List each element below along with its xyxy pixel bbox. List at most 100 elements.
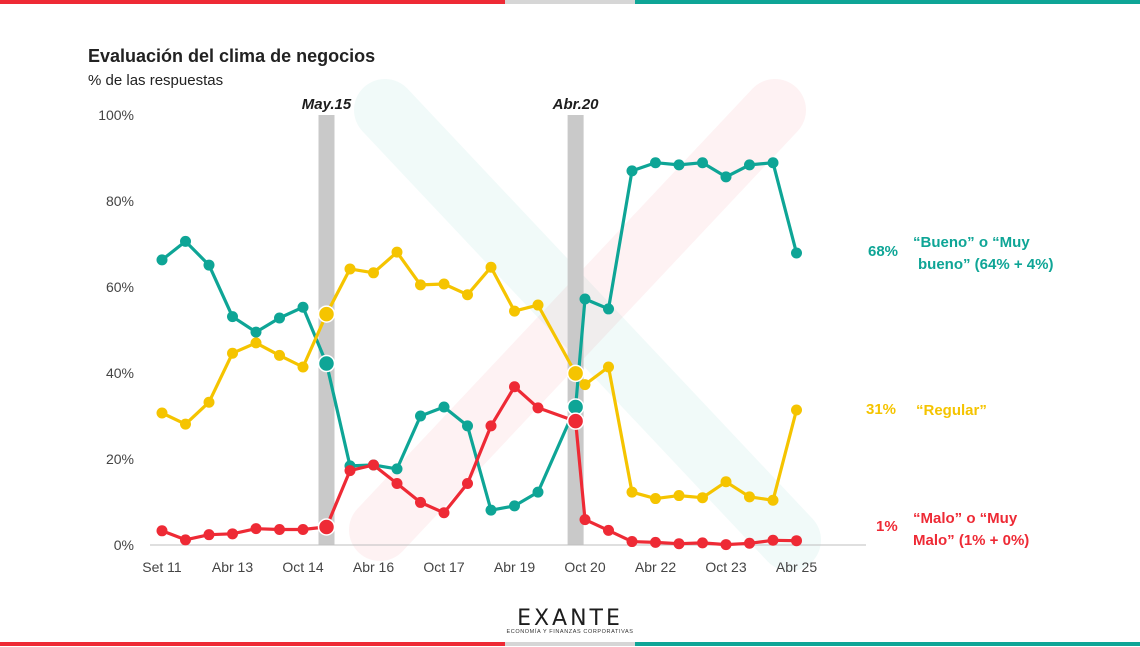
point-bueno xyxy=(791,247,802,259)
logo-name: EXANTE xyxy=(517,606,623,631)
annotation-regular-line1: “Regular” xyxy=(916,402,987,419)
point-malo xyxy=(767,534,779,546)
chart-subtitle: % de las respuestas xyxy=(88,72,224,89)
series-line-bueno xyxy=(161,161,799,512)
top-bar-teal xyxy=(635,0,1140,4)
annotation-bueno-line1: “Bueno” o “Muy xyxy=(913,234,1030,251)
point-malo xyxy=(368,459,379,471)
x-tick-label: Abr 25 xyxy=(776,559,817,575)
company-logo: EXANTE ECONOMÍA Y FINANZAS CORPORATIVAS xyxy=(505,606,635,635)
point-bueno xyxy=(720,171,732,183)
point-malo xyxy=(297,524,309,536)
point-regular xyxy=(344,263,356,275)
point-malo xyxy=(274,524,285,536)
point-malo xyxy=(180,534,191,546)
point-bueno xyxy=(603,303,614,315)
x-tick-label: Oct 23 xyxy=(705,559,746,575)
point-bueno xyxy=(227,311,238,323)
point-bueno xyxy=(650,157,661,169)
point-malo xyxy=(391,478,403,490)
point-malo xyxy=(697,537,708,549)
point-bueno xyxy=(697,157,708,169)
point-malo xyxy=(579,514,591,526)
point-bueno xyxy=(203,259,215,271)
point-malo xyxy=(626,536,638,548)
point-regular xyxy=(438,278,450,290)
point-malo xyxy=(673,538,685,550)
annotation-regular-value: 31% xyxy=(866,401,897,418)
point-regular xyxy=(579,379,591,391)
point-bueno xyxy=(180,235,191,247)
point-malo xyxy=(415,496,426,508)
point-malo xyxy=(438,507,450,519)
event-label-0: May.15 xyxy=(302,96,352,113)
event-label-1: Abr.20 xyxy=(552,96,600,113)
x-tick-label: Abr 16 xyxy=(353,559,394,575)
point-regular xyxy=(156,407,168,419)
point-bueno xyxy=(156,254,168,266)
annotation-malo-line2: Malo” (1% + 0%) xyxy=(913,532,1030,549)
series-line-regular xyxy=(161,250,799,502)
annotation-bueno-line2: bueno” (64% + 4%) xyxy=(918,256,1054,273)
point-bueno xyxy=(509,500,520,512)
x-tick-label: Set 11 xyxy=(142,559,182,575)
point-regular xyxy=(297,361,309,373)
point-regular xyxy=(317,305,336,323)
point-malo xyxy=(227,528,238,540)
y-tick-label: 40% xyxy=(106,365,134,381)
point-bueno xyxy=(415,410,426,422)
bottom-bar-red xyxy=(0,642,505,646)
point-bueno xyxy=(391,463,403,475)
y-tick-label: 80% xyxy=(106,193,134,209)
point-regular xyxy=(180,418,191,430)
point-malo xyxy=(603,524,614,536)
bottom-bar-grey xyxy=(505,642,635,646)
point-bueno xyxy=(485,504,497,516)
watermark-stroke-teal xyxy=(354,79,821,571)
point-malo xyxy=(509,381,520,393)
x-tick-label: Oct 14 xyxy=(282,559,323,575)
point-malo xyxy=(462,478,473,490)
series-lines xyxy=(161,161,799,547)
top-bar-red xyxy=(0,0,505,4)
x-tick-label: Oct 17 xyxy=(423,559,464,575)
point-malo xyxy=(344,465,356,477)
point-regular xyxy=(250,337,262,349)
point-regular xyxy=(626,486,638,498)
y-tick-label: 0% xyxy=(114,537,134,553)
series-line-malo xyxy=(161,385,797,547)
point-bueno xyxy=(673,159,685,171)
top-bar-grey xyxy=(505,0,635,4)
bottom-accent-bar xyxy=(0,642,1140,646)
point-bueno xyxy=(744,159,755,171)
x-tick-label: Abr 22 xyxy=(635,559,676,575)
point-malo xyxy=(485,420,497,432)
point-bueno xyxy=(250,326,262,338)
point-malo xyxy=(791,535,802,547)
point-bueno xyxy=(462,420,473,432)
point-bueno xyxy=(297,301,309,313)
bottom-bar-teal xyxy=(635,642,1140,646)
series-points xyxy=(156,157,802,551)
y-tick-label: 60% xyxy=(106,279,134,295)
point-malo xyxy=(532,402,544,414)
event-band-1 xyxy=(567,115,584,545)
y-tick-label: 100% xyxy=(98,107,134,123)
point-regular xyxy=(391,246,403,258)
point-malo xyxy=(720,539,732,551)
point-regular xyxy=(462,289,473,301)
point-regular xyxy=(227,347,238,359)
x-tick-label: Abr 19 xyxy=(494,559,535,575)
annotation-malo-label: “Malo” o “Muy Malo” (1% + 0%) xyxy=(913,508,1029,552)
point-bueno xyxy=(626,165,638,177)
annotation-malo-line1: “Malo” o “Muy xyxy=(913,510,1018,527)
point-malo xyxy=(317,518,336,536)
point-regular xyxy=(532,299,544,311)
point-bueno xyxy=(274,312,285,324)
point-regular xyxy=(415,279,426,291)
point-regular xyxy=(274,349,285,361)
event-band-0 xyxy=(318,115,335,545)
point-regular xyxy=(368,267,379,279)
annotation-bueno-label: “Bueno” o “Muy bueno” (64% + 4%) xyxy=(913,232,1053,276)
point-regular xyxy=(791,404,802,416)
